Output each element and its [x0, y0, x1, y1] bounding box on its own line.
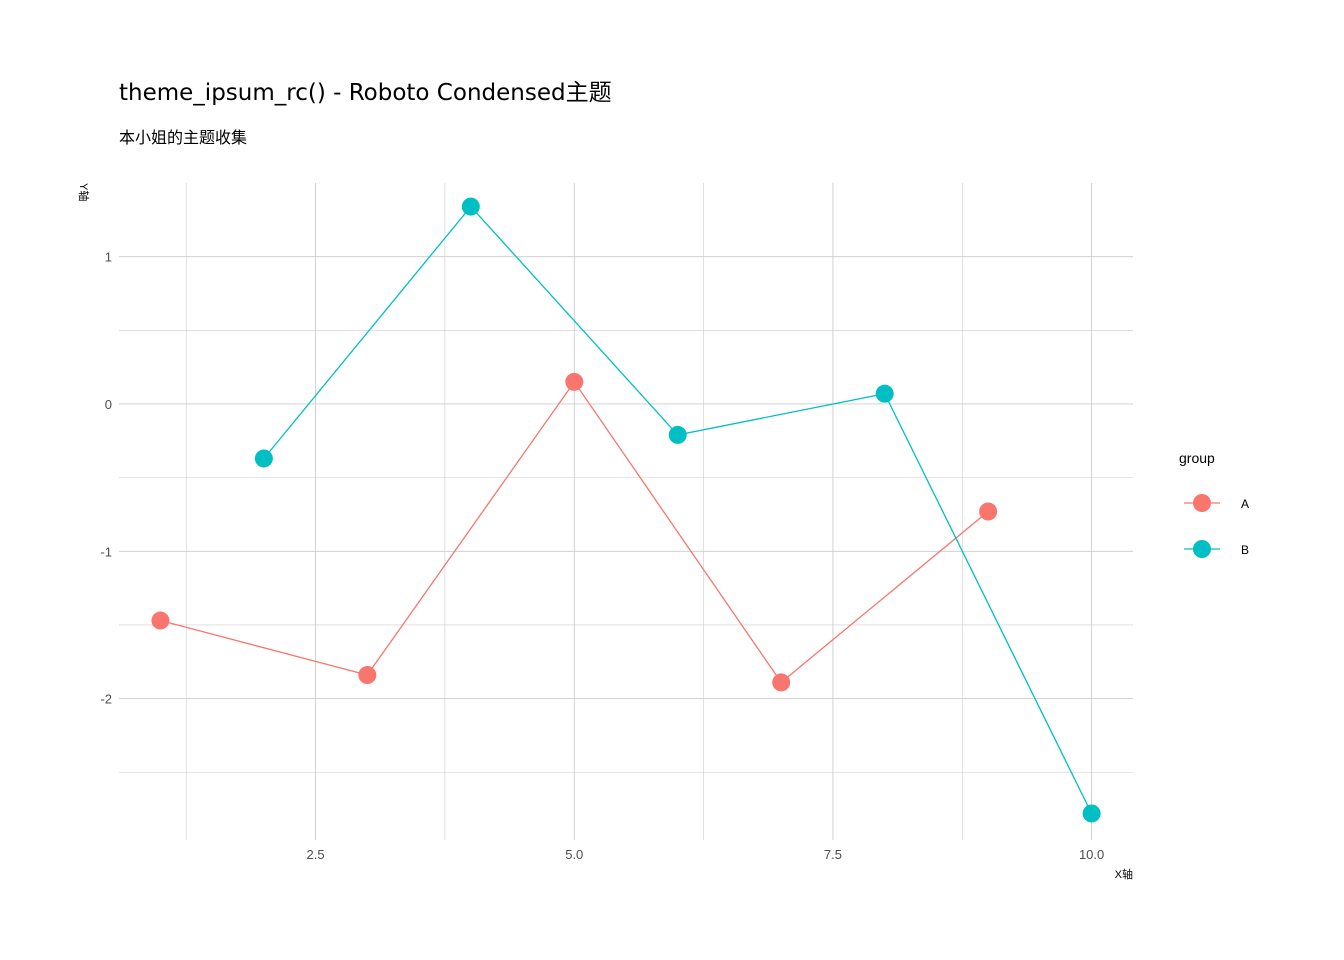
data-point-a — [772, 673, 791, 692]
y-tick-label: -2 — [100, 692, 112, 707]
y-tick-label: 0 — [105, 397, 112, 412]
legend-label-b: B — [1241, 543, 1249, 557]
legend-label-a: A — [1241, 497, 1249, 511]
data-point-b — [668, 425, 687, 444]
chart-subtitle: 本小姐的主题收集 — [119, 128, 248, 147]
series-line-layer — [160, 205, 1093, 814]
data-point-a — [979, 502, 998, 521]
legend: group A B — [1179, 450, 1249, 558]
y-tick-label: -1 — [100, 544, 112, 559]
data-point-b — [254, 449, 273, 468]
data-point-b — [461, 197, 480, 216]
data-point-a — [565, 372, 584, 391]
chart-title: theme_ipsum_rc() - Roboto Condensed主题 — [119, 80, 612, 106]
tick-label-layer: 2.5 5.0 7.5 10.0 -2 -1 0 1 — [100, 250, 1104, 862]
data-point-a — [358, 666, 377, 685]
legend-key-b: B — [1184, 540, 1249, 558]
y-tick-label: 1 — [105, 250, 112, 265]
y-axis-title: Y轴 — [77, 183, 91, 201]
data-point-b — [1082, 804, 1101, 823]
x-tick-label: 2.5 — [307, 847, 325, 862]
legend-title: group — [1179, 450, 1215, 466]
data-point-b — [875, 384, 894, 403]
x-tick-label: 10.0 — [1079, 847, 1104, 862]
legend-key-a: A — [1184, 494, 1249, 512]
x-tick-label: 5.0 — [565, 847, 583, 862]
x-axis-title: X轴 — [1115, 867, 1133, 881]
grid-layer — [119, 183, 1133, 840]
data-point-layer — [151, 197, 1101, 823]
legend-key-point — [1193, 540, 1211, 558]
x-tick-label: 7.5 — [824, 847, 842, 862]
series-line-b — [263, 205, 1093, 814]
legend-key-point — [1193, 494, 1211, 512]
data-point-a — [151, 611, 170, 630]
